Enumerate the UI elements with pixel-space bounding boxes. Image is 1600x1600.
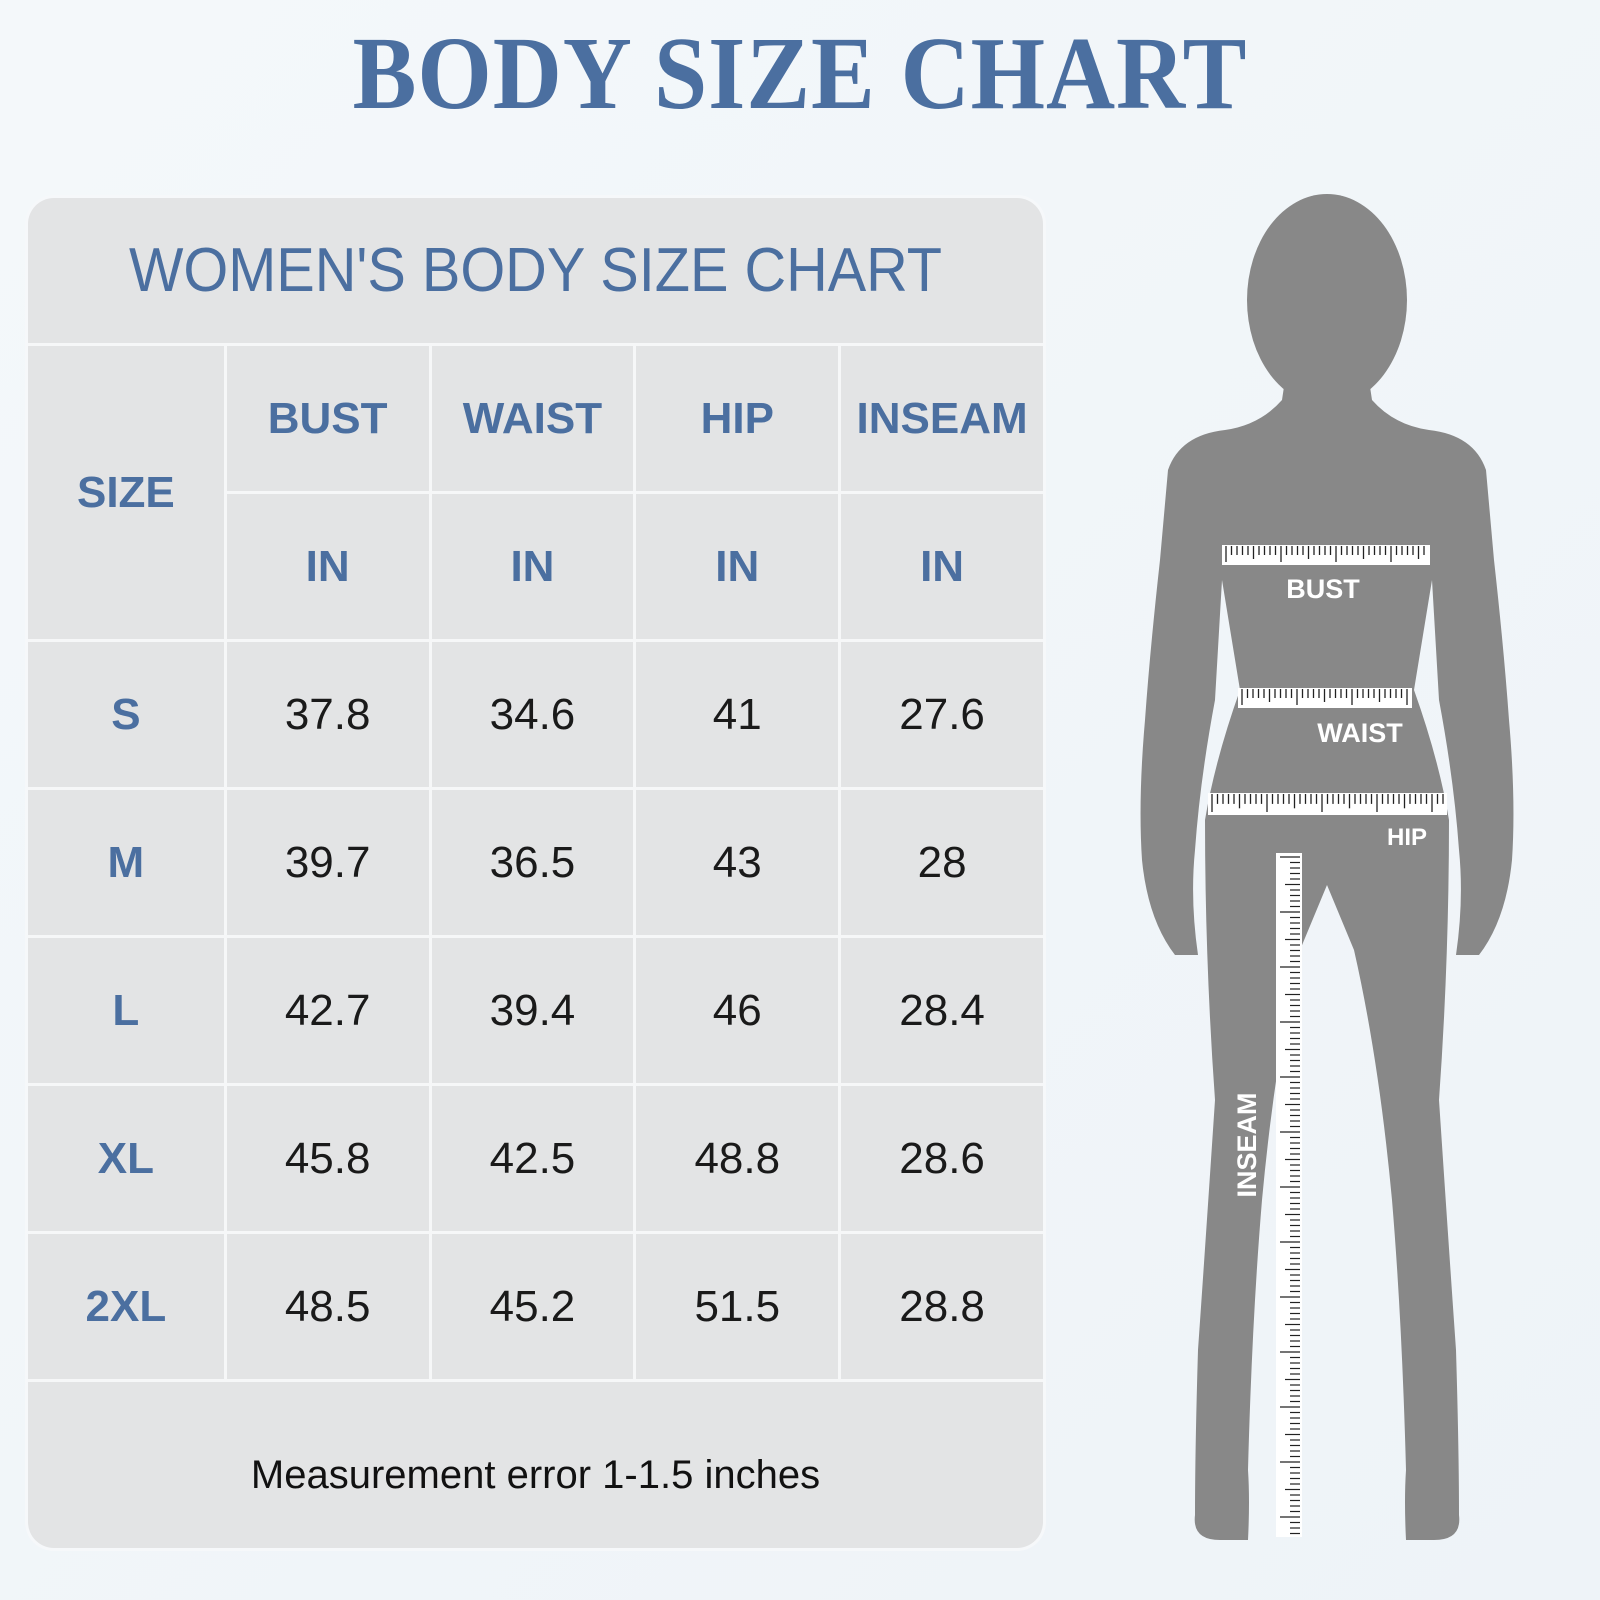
size-row-2xl: 2XL 48.5 45.2 51.5 28.8	[28, 1231, 1043, 1382]
bust-value: 42.7	[223, 935, 432, 1086]
bust-value: 39.7	[223, 787, 432, 938]
unit-waist: IN	[428, 491, 637, 642]
bust-value: 37.8	[223, 639, 432, 790]
size-label: S	[28, 639, 227, 790]
waist-value: 45.2	[428, 1231, 637, 1382]
hip-label: HIP	[1387, 824, 1427, 851]
size-label: 2XL	[28, 1231, 227, 1382]
body-silhouette	[1140, 380, 1514, 1540]
unit-hip: IN	[633, 491, 842, 642]
size-row-m: M 39.7 36.5 43 28	[28, 787, 1043, 938]
hip-tape	[1208, 793, 1447, 815]
size-chart-card: WOMEN'S BODY SIZE CHART SIZE BUST WAIST …	[28, 198, 1043, 1548]
hip-value: 41	[633, 639, 842, 790]
size-label: L	[28, 935, 227, 1086]
table-title: WOMEN'S BODY SIZE CHART	[128, 236, 943, 305]
hip-value: 48.8	[633, 1083, 842, 1234]
hip-value: 51.5	[633, 1231, 842, 1382]
page-title: BODY SIZE CHART	[352, 16, 1248, 131]
bust-label: BUST	[1286, 574, 1360, 604]
waist-value: 34.6	[428, 639, 637, 790]
inseam-value: 28.8	[838, 1231, 1043, 1382]
inseam-value: 28.6	[838, 1083, 1043, 1234]
unit-bust: IN	[225, 491, 432, 642]
inseam-value: 28	[838, 787, 1043, 938]
column-header-inseam: INSEAM	[838, 343, 1043, 494]
inseam-label: INSEAM	[1232, 1092, 1262, 1197]
size-row-s: S 37.8 34.6 41 27.6	[28, 639, 1043, 790]
head-shape	[1247, 194, 1407, 406]
unit-row: IN IN IN IN	[28, 491, 1043, 642]
waist-value: 39.4	[428, 935, 637, 1086]
hip-value: 46	[633, 935, 842, 1086]
waist-value: 42.5	[428, 1083, 637, 1234]
waist-label: WAIST	[1317, 718, 1403, 748]
waist-value: 36.5	[428, 787, 637, 938]
hip-value: 43	[633, 787, 842, 938]
size-header: SIZE	[28, 343, 227, 642]
size-label: XL	[28, 1083, 227, 1234]
header-row: SIZE BUST WAIST HIP INSEAM	[28, 343, 1043, 642]
measurement-note: Measurement error 1-1.5 inches	[250, 1452, 821, 1497]
size-table: SIZE BUST WAIST HIP INSEAM IN IN IN IN S…	[28, 343, 1043, 1382]
column-header-hip: HIP	[633, 343, 842, 494]
size-row-l: L 42.7 39.4 46 28.4	[28, 935, 1043, 1086]
column-header-bust: BUST	[223, 343, 432, 494]
bust-value: 48.5	[223, 1231, 432, 1382]
column-header-waist: WAIST	[428, 343, 637, 494]
bust-tape	[1222, 545, 1430, 565]
inseam-value: 28.4	[838, 935, 1043, 1086]
size-label: M	[28, 787, 227, 938]
size-row-xl: XL 45.8 42.5 48.8 28.6	[28, 1083, 1043, 1234]
unit-inseam: IN	[838, 491, 1043, 642]
inseam-value: 27.6	[838, 639, 1043, 790]
bust-value: 45.8	[223, 1083, 432, 1234]
